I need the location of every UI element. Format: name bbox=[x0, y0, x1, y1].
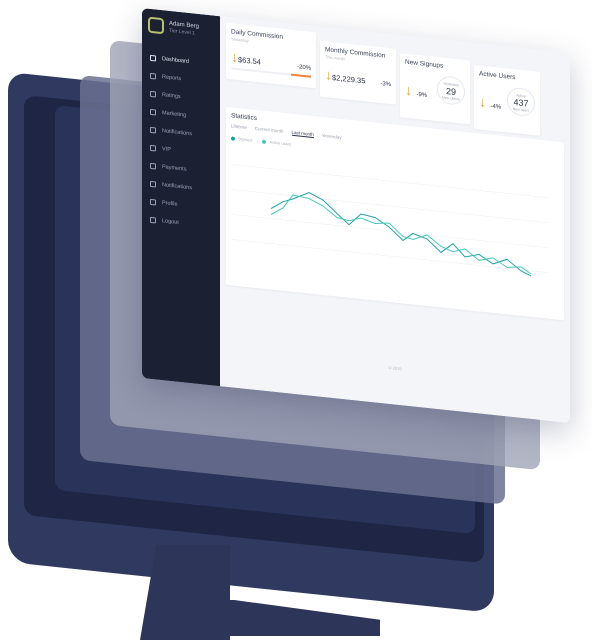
progress-fill bbox=[291, 73, 311, 78]
tab-yesterday[interactable]: Yesterday bbox=[321, 132, 342, 140]
nav-label: Notifications bbox=[162, 128, 192, 138]
gauge: Yesterday 29 New clients bbox=[437, 75, 465, 106]
statistics-chart bbox=[231, 164, 549, 277]
gridline bbox=[231, 239, 549, 274]
arrow-down-icon: ↓ bbox=[325, 66, 332, 83]
card-percent: -20% bbox=[296, 64, 311, 72]
card-value: $2,229.35 bbox=[332, 72, 366, 86]
series-signups-line bbox=[270, 191, 532, 277]
legend-dot bbox=[262, 139, 267, 145]
logo-icon bbox=[148, 16, 164, 35]
ratings-icon bbox=[150, 90, 156, 98]
nav-label: VIP bbox=[162, 146, 171, 154]
card-percent: -3% bbox=[380, 81, 391, 89]
arrow-down-icon: ↓ bbox=[479, 93, 486, 111]
card-active-users[interactable]: Active Users ↓ -4% Active 437 New users bbox=[474, 64, 540, 136]
gauge: Active 437 New users bbox=[507, 86, 535, 118]
nav-label: Profile bbox=[162, 200, 178, 208]
gridline bbox=[231, 164, 549, 199]
reports-icon bbox=[150, 72, 156, 80]
card-percent: -9% bbox=[416, 91, 428, 99]
nav-label: Reports bbox=[162, 74, 182, 83]
monitor-stand-base bbox=[145, 600, 380, 636]
statistics-panel: Statistics Lifetime Current month Last m… bbox=[226, 106, 564, 321]
dashboard-icon bbox=[150, 54, 156, 62]
tab-lifetime[interactable]: Lifetime bbox=[231, 123, 247, 131]
nav-label: Dashboard bbox=[162, 56, 189, 65]
main-content: Daily Commission Yesterday ↓ $63.54 -20%… bbox=[220, 16, 570, 423]
card-new-signups[interactable]: New Signups ↓ -9% Yesterday 29 New clien… bbox=[400, 53, 470, 125]
nav-label: Ratings bbox=[162, 92, 181, 101]
sidebar: Adam Berg Tier Level 1 Dashboard Reports… bbox=[142, 8, 220, 387]
arrow-down-icon: ↓ bbox=[231, 48, 238, 66]
dashboard-screen: Adam Berg Tier Level 1 Dashboard Reports… bbox=[142, 8, 570, 423]
legend-label: Signups bbox=[238, 136, 253, 143]
marketing-icon bbox=[150, 108, 156, 116]
profile-icon bbox=[150, 198, 156, 206]
legend-dot bbox=[231, 136, 235, 141]
vip-icon bbox=[150, 144, 156, 152]
card-title: New Signups bbox=[405, 58, 444, 70]
nav-label: Marketing bbox=[162, 110, 187, 119]
legend-item[interactable]: Active users bbox=[262, 139, 291, 147]
footer-text: © 2019 bbox=[388, 364, 402, 372]
gridline bbox=[231, 189, 549, 224]
tab-last-month[interactable]: Last month bbox=[291, 129, 314, 139]
card-title: Active Users bbox=[479, 70, 516, 82]
card-value: $63.54 bbox=[238, 55, 261, 67]
card-monthly-commission[interactable]: Monthly Commission This month ↓ $2,229.3… bbox=[320, 40, 396, 105]
series-active-users-line bbox=[270, 194, 532, 275]
card-daily-commission[interactable]: Daily Commission Yesterday ↓ $63.54 -20% bbox=[226, 22, 316, 89]
arrow-down-icon: ↓ bbox=[405, 81, 412, 99]
logout-icon bbox=[150, 216, 156, 224]
nav-label: Notifications bbox=[162, 182, 192, 192]
nav-label: Logout bbox=[162, 218, 179, 226]
legend-item[interactable]: Signups bbox=[231, 135, 253, 143]
card-percent: -4% bbox=[490, 103, 502, 111]
tab-current-month[interactable]: Current month bbox=[254, 125, 284, 134]
bell-icon bbox=[150, 180, 156, 188]
nav-label: Payments bbox=[162, 164, 187, 173]
notifications-icon bbox=[150, 126, 156, 134]
legend-label: Active users bbox=[269, 139, 292, 147]
gridline bbox=[231, 214, 549, 249]
payments-icon bbox=[150, 162, 156, 170]
